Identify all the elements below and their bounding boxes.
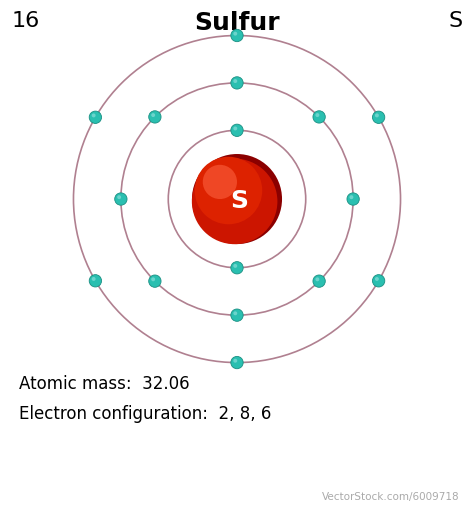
Circle shape	[203, 165, 237, 199]
Circle shape	[117, 195, 121, 199]
Circle shape	[347, 193, 359, 205]
Text: VectorStock.com/6009718: VectorStock.com/6009718	[322, 492, 460, 502]
Circle shape	[373, 275, 385, 287]
Circle shape	[315, 113, 319, 117]
Circle shape	[233, 359, 237, 363]
Circle shape	[313, 275, 325, 287]
Circle shape	[231, 356, 243, 369]
Circle shape	[89, 111, 101, 124]
Text: VectorStock®: VectorStock®	[14, 492, 91, 502]
Circle shape	[315, 277, 319, 281]
Circle shape	[233, 264, 237, 268]
Circle shape	[233, 79, 237, 83]
Circle shape	[233, 32, 237, 36]
Circle shape	[233, 311, 237, 315]
Circle shape	[349, 195, 354, 199]
Circle shape	[231, 124, 243, 136]
Text: S: S	[230, 189, 248, 214]
Text: Sulfur: Sulfur	[194, 11, 280, 35]
Circle shape	[151, 113, 155, 117]
Circle shape	[375, 113, 379, 117]
Circle shape	[192, 159, 277, 244]
Circle shape	[373, 111, 385, 124]
Circle shape	[115, 193, 127, 205]
Circle shape	[91, 277, 96, 281]
Circle shape	[231, 77, 243, 89]
Circle shape	[313, 111, 325, 123]
Text: Electron configuration:  2, 8, 6: Electron configuration: 2, 8, 6	[19, 405, 271, 423]
Circle shape	[149, 111, 161, 123]
Circle shape	[195, 157, 262, 224]
Text: S: S	[448, 11, 462, 32]
Circle shape	[375, 277, 379, 281]
Circle shape	[231, 309, 243, 322]
Circle shape	[91, 113, 96, 117]
Text: Atomic mass:  32.06: Atomic mass: 32.06	[19, 375, 190, 393]
Circle shape	[231, 262, 243, 274]
Text: 16: 16	[12, 11, 40, 32]
Circle shape	[192, 154, 282, 244]
Circle shape	[233, 127, 237, 130]
Circle shape	[149, 275, 161, 287]
Circle shape	[231, 29, 243, 42]
Circle shape	[89, 275, 101, 287]
Circle shape	[151, 277, 155, 281]
